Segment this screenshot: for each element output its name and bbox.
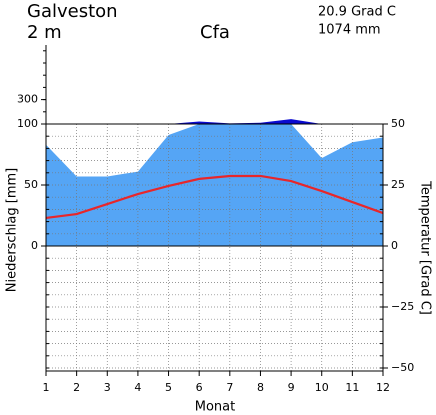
y-tick-label: 50 [24, 178, 38, 191]
x-tick-label: 5 [165, 381, 172, 394]
x-tick-label: 12 [376, 381, 390, 394]
elevation: 2 m [27, 22, 62, 43]
y2-tick-label: 25 [391, 178, 405, 191]
x-tick-label: 6 [196, 381, 203, 394]
mean-temperature: 20.9 Grad C [318, 5, 396, 20]
x-tick-label: 9 [288, 381, 295, 394]
y-tick-label: 0 [31, 239, 38, 252]
annual-precipitation: 1074 mm [318, 23, 381, 38]
x-tick-label: 7 [226, 381, 233, 394]
y-tick-label: 100 [17, 117, 38, 130]
chart-title: Galveston [27, 1, 118, 22]
y-tick-label: 300 [17, 93, 38, 106]
x-tick-label: 8 [257, 381, 264, 394]
y-axis-label: Niederschlag [mm] [5, 168, 20, 293]
y2-tick-label: −50 [391, 361, 414, 374]
y2-tick-label: 0 [391, 239, 398, 252]
x-axis-label: Monat [195, 400, 235, 415]
climate-class: Cfa [200, 22, 230, 43]
x-tick-label: 4 [134, 381, 141, 394]
x-tick-label: 10 [315, 381, 329, 394]
y2-axis-label: Temperatur [Grad C] [418, 180, 433, 315]
y2-tick-label: −25 [391, 300, 414, 313]
x-tick-label: 2 [73, 381, 80, 394]
y2-tick-label: 50 [391, 117, 405, 130]
x-tick-label: 3 [104, 381, 111, 394]
temperature-line [45, 174, 384, 220]
precipitation-excess [46, 119, 383, 124]
x-tick-label: 11 [345, 381, 359, 394]
x-tick-label: 1 [43, 381, 50, 394]
